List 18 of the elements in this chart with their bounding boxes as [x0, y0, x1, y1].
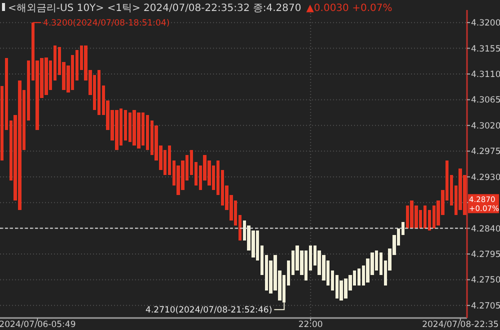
- x-tick-label: 2024/07/06-05:49: [0, 320, 76, 330]
- y-tick-label: 4.2840: [471, 224, 500, 234]
- y-tick-label: 4.3020: [471, 121, 500, 132]
- y-tick-label: 4.2705: [471, 301, 500, 312]
- y-tick-label: 4.2795: [471, 250, 500, 260]
- x-tick-label: 2024/07/08-22:35: [422, 320, 499, 330]
- x-tick-label: 22:00: [298, 320, 323, 330]
- y-tick-label: 4.3065: [471, 96, 500, 106]
- y-tick-label: 4.3155: [471, 44, 500, 54]
- y-tick-label: 4.2750: [471, 276, 500, 286]
- annotation: <해외금리-US 10Y> <1틱> 2024/07/08-22:35:32 종:4.2870: [8, 3, 302, 14]
- annotation: 4.3200(2024/07/08-18:51:04): [43, 18, 170, 29]
- y-tick-label: 4.2975: [471, 147, 500, 158]
- annotation: ▲0.0030 +0.07%: [306, 3, 392, 14]
- annotation: 4.2710(2024/07/08-21:52:46): [146, 306, 272, 316]
- y-tick-label: 4.3110: [471, 70, 500, 80]
- y-tick-label: 4.2930: [471, 172, 500, 183]
- y-tick-label: 4.3200: [471, 18, 500, 29]
